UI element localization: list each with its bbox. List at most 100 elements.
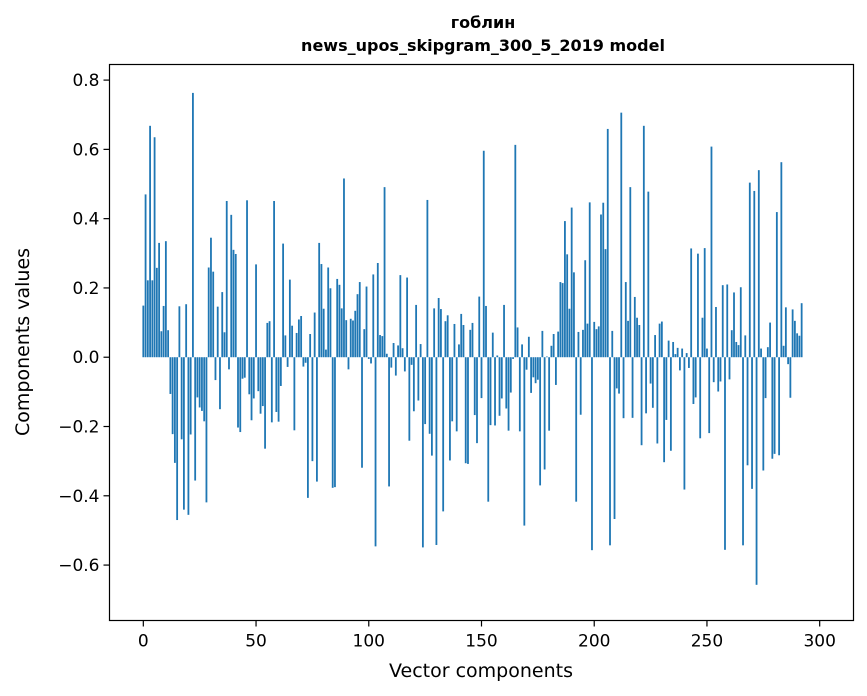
bar-34 bbox=[219, 357, 221, 410]
bar-258 bbox=[724, 357, 726, 550]
bar-194 bbox=[579, 357, 582, 415]
bar-79 bbox=[320, 264, 323, 358]
bar-292 bbox=[800, 303, 803, 358]
bar-216 bbox=[629, 187, 632, 358]
bar-84 bbox=[331, 357, 334, 488]
bar-70 bbox=[300, 315, 303, 358]
bar-262 bbox=[733, 292, 735, 358]
bar-111 bbox=[392, 343, 395, 358]
bar-250 bbox=[706, 348, 708, 358]
bar-202 bbox=[597, 326, 600, 358]
bar-164 bbox=[512, 357, 514, 359]
bar-148 bbox=[476, 357, 478, 444]
bar-38 bbox=[228, 357, 230, 370]
bar-90 bbox=[345, 320, 348, 358]
bar-226 bbox=[651, 357, 654, 408]
bar-196 bbox=[584, 260, 587, 358]
bar-25 bbox=[198, 357, 201, 408]
bar-95 bbox=[356, 294, 359, 358]
bar-230 bbox=[660, 321, 663, 358]
bar-182 bbox=[552, 334, 555, 358]
bar-188 bbox=[566, 254, 569, 358]
bar-71 bbox=[302, 357, 305, 367]
bar-157 bbox=[496, 355, 499, 358]
bar-47 bbox=[248, 357, 251, 395]
bar-143 bbox=[464, 357, 467, 464]
bar-120 bbox=[412, 357, 415, 412]
bar-206 bbox=[606, 128, 609, 358]
bar-165 bbox=[514, 144, 517, 358]
chart-title-line2: news_upos_skipgram_300_5_2019 model bbox=[301, 36, 665, 55]
bar-0 bbox=[142, 305, 145, 358]
bar-141 bbox=[460, 313, 463, 358]
bar-74 bbox=[309, 334, 312, 358]
bar-249 bbox=[703, 248, 706, 358]
bar-149 bbox=[478, 296, 481, 358]
bar-83 bbox=[329, 288, 332, 358]
bar-285 bbox=[784, 307, 787, 358]
bar-118 bbox=[408, 357, 411, 441]
bar-23 bbox=[194, 357, 197, 481]
bar-125 bbox=[424, 357, 427, 425]
bar-61 bbox=[279, 357, 282, 386]
bar-106 bbox=[381, 336, 384, 358]
bar-109 bbox=[388, 357, 390, 487]
bar-16 bbox=[178, 306, 181, 358]
bar-132 bbox=[440, 309, 442, 358]
bar-177 bbox=[541, 330, 544, 358]
bar-266 bbox=[742, 357, 744, 546]
bar-54 bbox=[264, 357, 266, 449]
bar-91 bbox=[347, 357, 350, 370]
bar-197 bbox=[586, 323, 589, 358]
bar-219 bbox=[636, 317, 638, 358]
bar-272 bbox=[755, 357, 758, 585]
bar-238 bbox=[678, 357, 681, 371]
bar-156 bbox=[494, 357, 496, 426]
x-tick-label: 200 bbox=[578, 632, 610, 652]
bar-62 bbox=[282, 243, 285, 358]
bar-3 bbox=[149, 125, 151, 358]
bar-126 bbox=[426, 199, 429, 358]
bar-98 bbox=[363, 329, 366, 358]
bar-229 bbox=[658, 323, 661, 358]
bar-44 bbox=[241, 357, 244, 379]
bar-257 bbox=[721, 285, 724, 358]
bar-287 bbox=[789, 357, 792, 398]
bar-265 bbox=[739, 287, 742, 358]
bar-151 bbox=[482, 150, 485, 358]
bar-26 bbox=[201, 357, 203, 411]
bar-1 bbox=[144, 194, 147, 358]
bar-171 bbox=[527, 336, 530, 358]
bar-112 bbox=[394, 357, 397, 376]
bar-178 bbox=[543, 357, 546, 470]
bar-144 bbox=[467, 357, 469, 464]
bar-167 bbox=[518, 357, 521, 432]
bar-100 bbox=[367, 357, 370, 359]
bar-169 bbox=[523, 357, 526, 526]
bar-198 bbox=[588, 202, 591, 358]
x-tick-label: 100 bbox=[353, 632, 385, 652]
bar-166 bbox=[516, 327, 519, 358]
bar-10 bbox=[164, 241, 167, 358]
bar-268 bbox=[746, 357, 749, 466]
bar-227 bbox=[654, 335, 657, 358]
bar-277 bbox=[766, 347, 769, 358]
bar-245 bbox=[694, 357, 697, 398]
x-tick-label: 150 bbox=[465, 632, 497, 652]
bar-220 bbox=[638, 325, 641, 358]
bar-103 bbox=[374, 357, 377, 547]
bar-251 bbox=[708, 357, 711, 434]
bar-150 bbox=[480, 357, 483, 399]
bar-35 bbox=[221, 292, 224, 358]
bar-121 bbox=[415, 304, 418, 358]
bar-155 bbox=[491, 332, 494, 358]
bar-187 bbox=[564, 221, 566, 358]
bar-172 bbox=[530, 357, 533, 393]
y-axis-label: Components values bbox=[12, 248, 34, 436]
bar-281 bbox=[775, 212, 778, 358]
bar-12 bbox=[169, 357, 172, 394]
bar-119 bbox=[410, 357, 413, 365]
bar-93 bbox=[352, 320, 354, 358]
chart-title-line1: гоблин bbox=[451, 13, 516, 32]
bar-185 bbox=[559, 282, 562, 358]
